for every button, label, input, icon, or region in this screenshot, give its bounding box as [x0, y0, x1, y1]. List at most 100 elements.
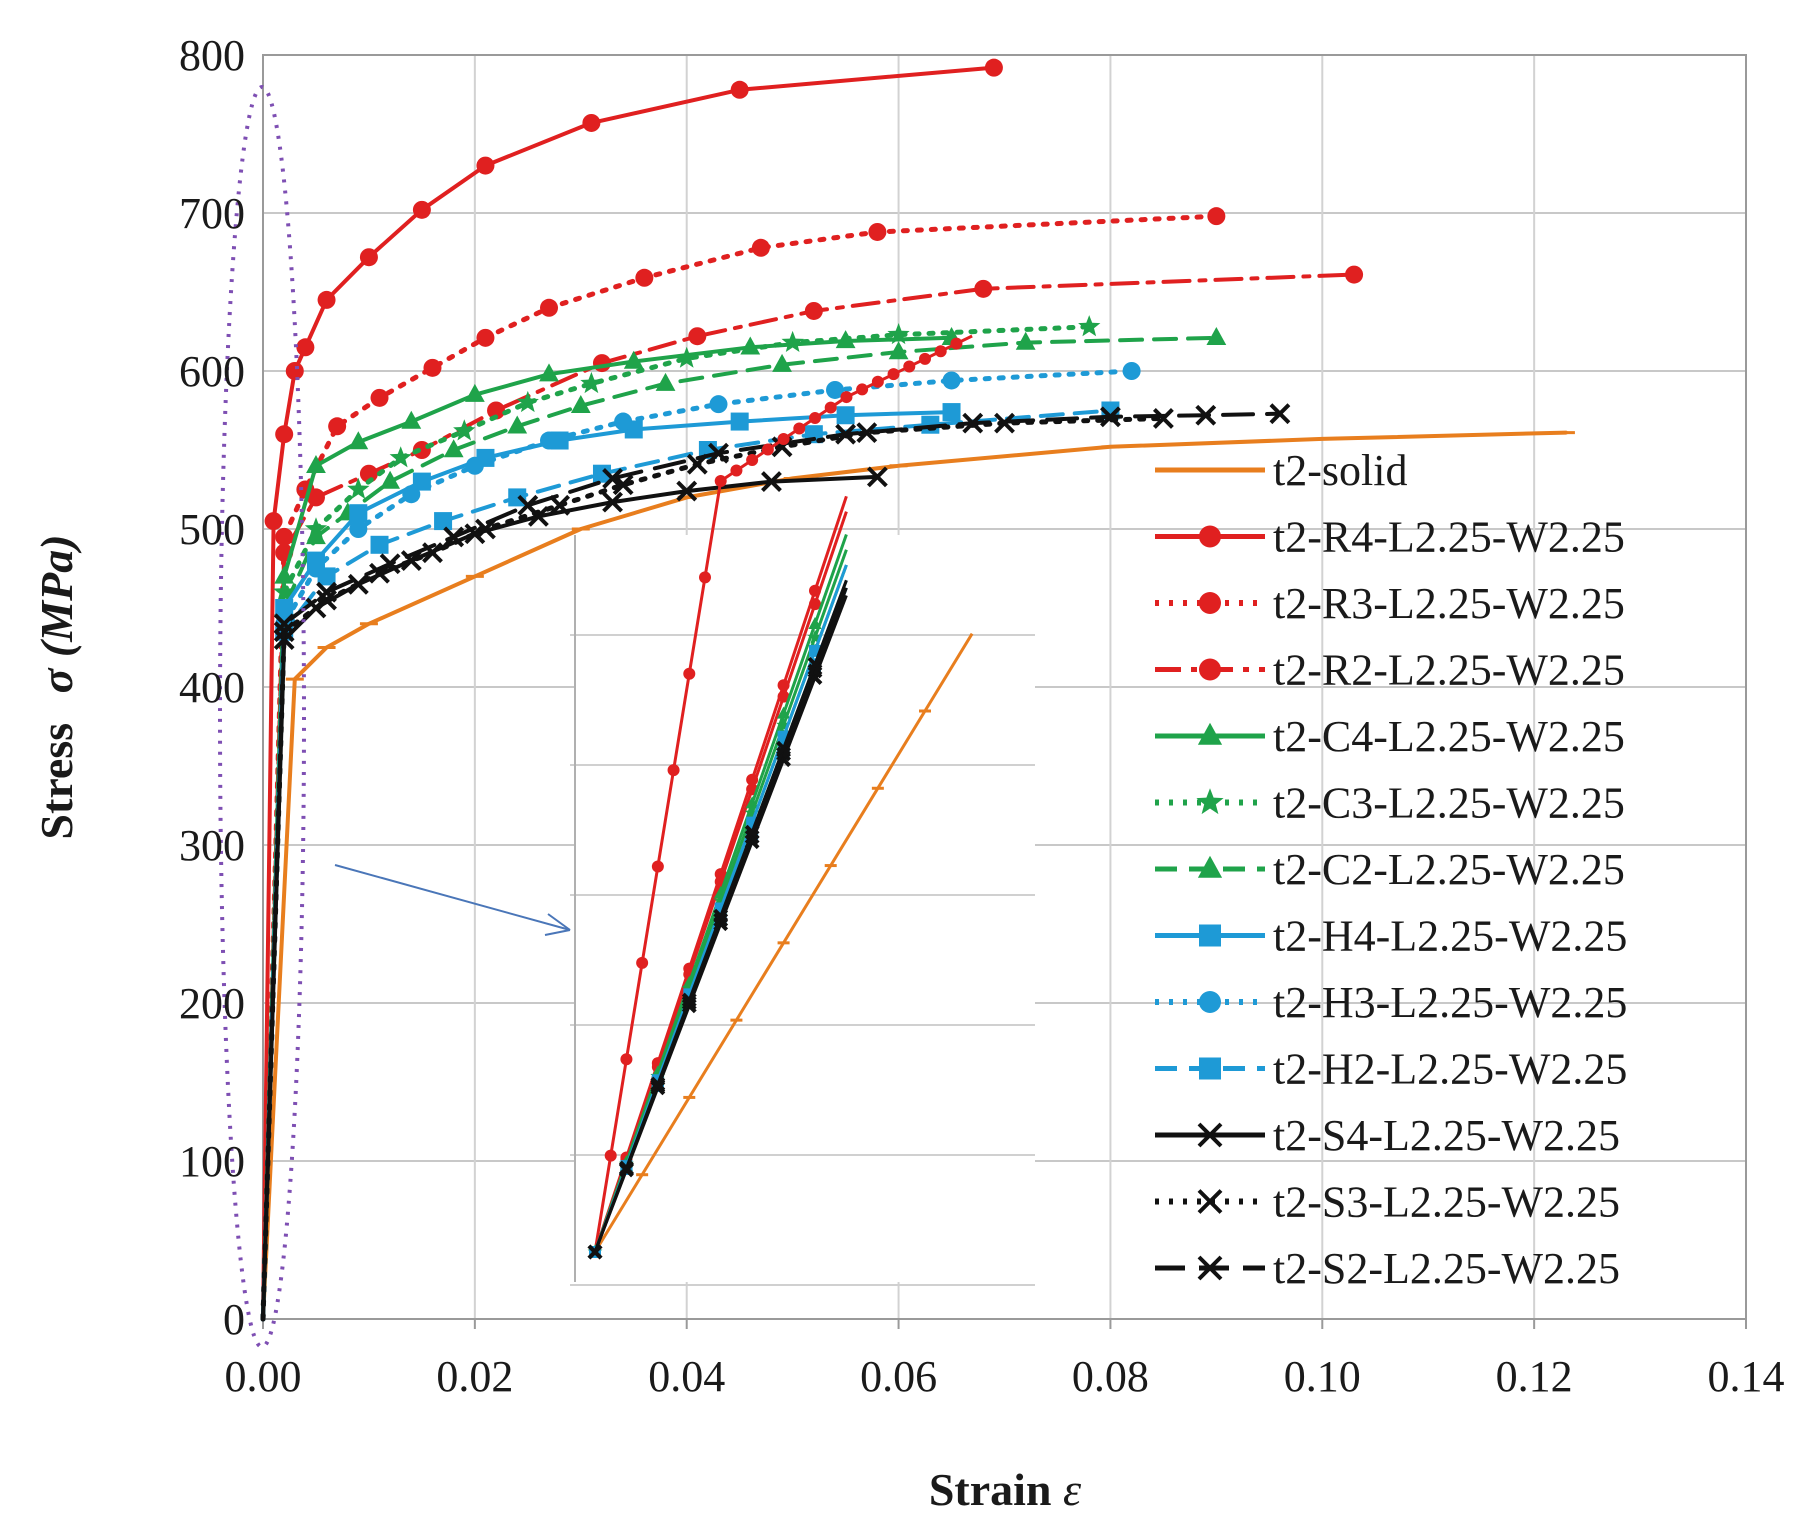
- data-point: [866, 466, 888, 488]
- y-tick-label: 300: [179, 821, 245, 870]
- legend-item: t2-S3-L2.25-W2.25: [1155, 1178, 1620, 1227]
- inset-zoom: [218, 85, 1035, 1349]
- inset-point: [683, 667, 696, 680]
- data-point: [443, 526, 465, 548]
- data-point: [675, 346, 698, 368]
- inset-series-t2-solid: [589, 632, 974, 1254]
- data-point: [464, 523, 486, 545]
- data-point: [676, 480, 698, 502]
- data-point: [328, 417, 347, 436]
- x-tick-label: 0.04: [648, 1352, 725, 1401]
- data-point: [887, 323, 910, 345]
- inset-point: [620, 1053, 633, 1066]
- inset-point: [713, 908, 729, 924]
- data-point: [888, 341, 909, 360]
- plot-area-frame: [262, 54, 1747, 1320]
- legend-label: t2-R3-L2.25-W2.25: [1273, 579, 1625, 628]
- data-point: [273, 580, 296, 602]
- data-point: [306, 488, 325, 507]
- x-axis-title: Strain ε: [929, 1464, 1082, 1515]
- y-tick-label: 700: [179, 189, 245, 238]
- data-point: [1207, 207, 1226, 226]
- series-line: [261, 65, 996, 1321]
- series-line: [261, 430, 1568, 1321]
- data-point: [275, 425, 294, 444]
- data-point: [835, 423, 857, 445]
- data-point: [602, 468, 623, 489]
- series-t2-S2-L2.25-W2.25: [261, 403, 1291, 1321]
- legend-marker: [1199, 991, 1221, 1013]
- data-point: [688, 327, 707, 346]
- data-point: [348, 431, 369, 450]
- data-point: [580, 371, 603, 394]
- data-point: [868, 222, 887, 241]
- legend-marker: [1197, 1255, 1223, 1281]
- data-point: [296, 338, 315, 357]
- inset-point: [761, 443, 774, 456]
- data-point: [389, 446, 412, 468]
- data-point: [540, 431, 559, 450]
- zoom-ellipse: [218, 85, 306, 1349]
- data-point: [516, 390, 539, 413]
- inset-point: [856, 383, 869, 396]
- inset-point: [934, 345, 947, 358]
- data-point: [434, 512, 453, 531]
- x-tick-label: 0.10: [1284, 1352, 1361, 1401]
- data-point: [517, 494, 539, 516]
- data-point: [974, 279, 993, 298]
- legend-item: t2-C2-L2.25-W2.25: [1155, 845, 1625, 894]
- data-point: [316, 589, 337, 611]
- inset-point: [793, 422, 806, 435]
- legend-marker: [1197, 855, 1223, 878]
- legend-item: t2-solid: [1155, 446, 1407, 495]
- legend-label: t2-H4-L2.25-W2.25: [1273, 912, 1627, 961]
- data-point: [275, 527, 294, 546]
- data-point: [962, 412, 984, 434]
- data-point: [826, 380, 845, 399]
- data-point: [380, 470, 401, 489]
- data-point: [347, 477, 370, 499]
- data-point: [306, 526, 326, 545]
- legend-label: t2-C4-L2.25-W2.25: [1273, 712, 1625, 761]
- data-point: [1100, 406, 1121, 428]
- data-point: [570, 394, 591, 413]
- data-point: [1122, 362, 1141, 380]
- inset-point: [809, 598, 821, 611]
- inset-series-t2-R4-L2.25-W2.25: [589, 334, 973, 1258]
- legend-item: t2-S2-L2.25-W2.25: [1155, 1244, 1620, 1293]
- x-tick-label: 0.14: [1708, 1352, 1785, 1401]
- inset-point: [824, 401, 837, 414]
- legend-item: t2-S4-L2.25-W2.25: [1155, 1111, 1620, 1160]
- data-point: [443, 439, 464, 458]
- legend-marker: [1196, 788, 1224, 815]
- data-point: [359, 248, 378, 267]
- x-tick-label: 0.02: [436, 1352, 513, 1401]
- data-point: [317, 567, 336, 586]
- legend-label: t2-S3-L2.25-W2.25: [1273, 1178, 1620, 1227]
- data-point: [285, 362, 304, 380]
- data-point: [264, 512, 283, 531]
- data-point: [549, 494, 571, 516]
- data-point: [709, 395, 728, 414]
- data-point: [306, 455, 326, 473]
- inset-point: [950, 337, 963, 350]
- inset-point: [619, 1160, 634, 1176]
- inset-point: [636, 956, 649, 969]
- data-point: [359, 464, 378, 483]
- data-point: [836, 406, 855, 425]
- data-point: [401, 410, 422, 429]
- legend-item: t2-R3-L2.25-W2.25: [1155, 579, 1625, 628]
- data-point: [1269, 403, 1291, 425]
- data-point: [1078, 315, 1101, 337]
- inset-point: [809, 412, 821, 425]
- data-point: [370, 388, 389, 407]
- data-point: [751, 238, 770, 257]
- data-point: [475, 518, 496, 540]
- y-tick-label: 100: [179, 1137, 245, 1186]
- legend-label: t2-C3-L2.25-W2.25: [1273, 779, 1625, 828]
- legend-item: t2-R4-L2.25-W2.25: [1155, 513, 1625, 562]
- inset-point: [776, 740, 791, 756]
- legend-marker: [1199, 924, 1221, 947]
- zoom-arrow: [334, 864, 571, 931]
